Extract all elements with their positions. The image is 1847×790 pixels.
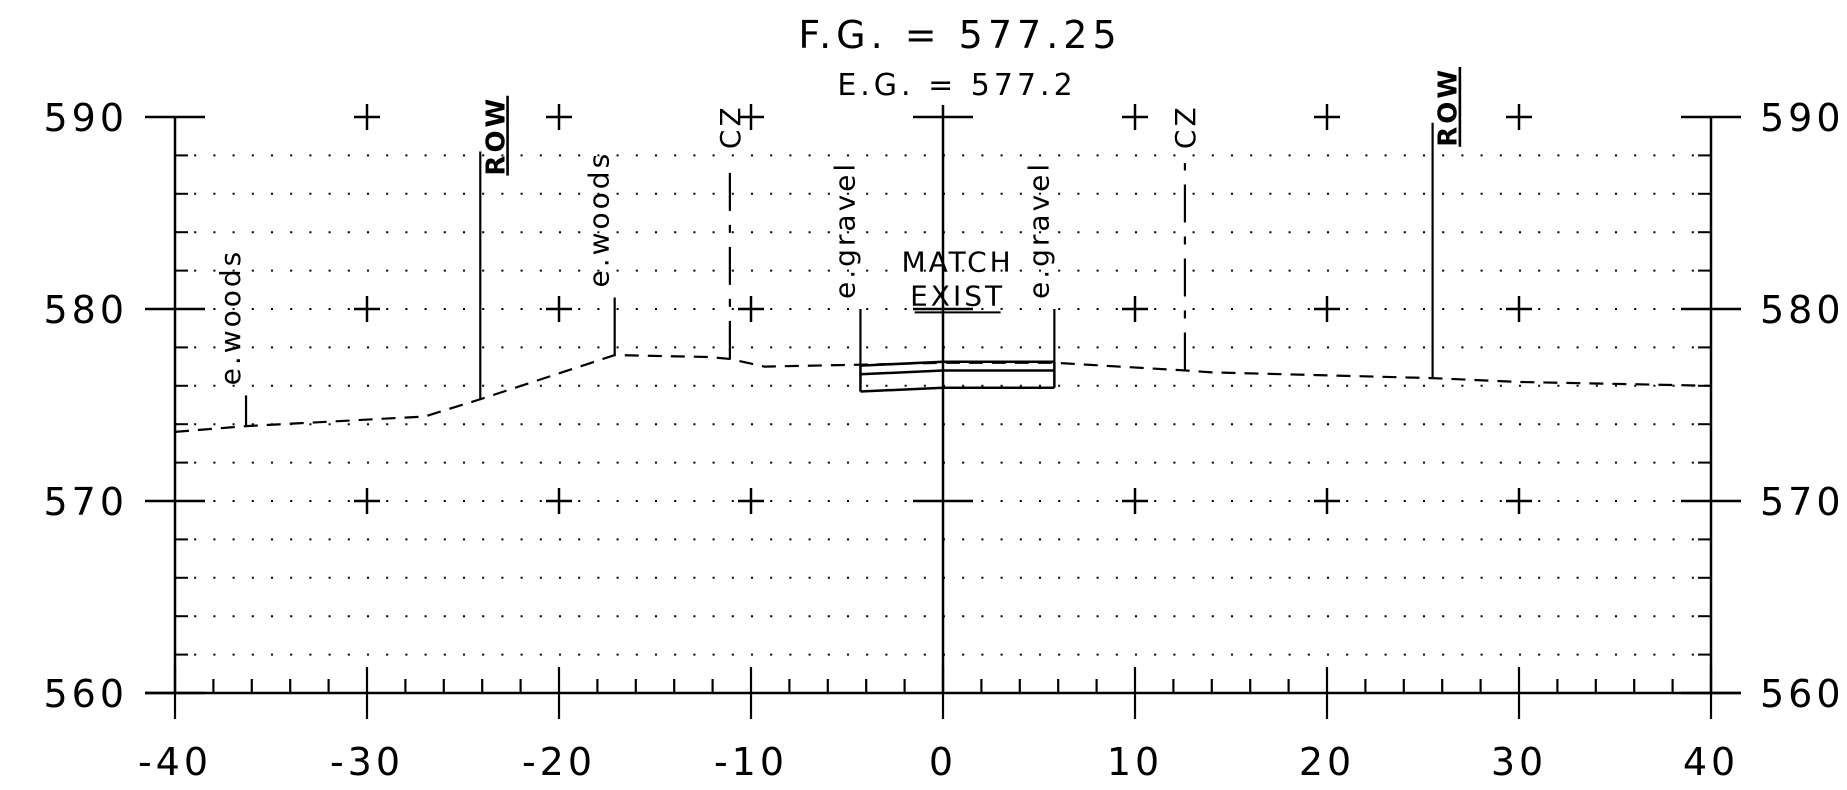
x-tick-label: 0 [929,740,957,784]
x-tick-label: 20 [1299,740,1355,784]
grid-cross [354,104,380,130]
y-tick-label-left: 560 [43,672,128,716]
grid-cross [738,296,764,322]
grid-cross [1122,104,1148,130]
grid-cross [1122,488,1148,514]
grid-cross [1314,296,1340,322]
grid-cross [546,104,572,130]
x-tick-label: 40 [1683,740,1739,784]
note-exist: EXIST [910,279,1005,312]
pavement-top-line [860,360,1055,367]
grid-cross [1122,296,1148,322]
annotation-label: ROW [481,96,511,176]
grid-cross [1506,104,1532,130]
pavement-section [859,360,1056,393]
y-tick-label-left: 590 [43,96,128,140]
y-tick-label-left: 570 [43,480,128,524]
x-tick-label: -40 [138,740,212,784]
grid-cross [546,296,572,322]
x-tick-label: -30 [330,740,404,784]
note-match: MATCH [901,245,1013,278]
x-tick-label: -20 [522,740,596,784]
y-tick-label-left: 580 [43,288,128,332]
annotation-label: CZ [1169,104,1202,149]
pavement-bottom-line [860,386,1055,393]
existing-grade-label: E.G. = 577.2 [837,68,1076,103]
finished-grade-label: F.G. = 577.25 [798,13,1121,57]
tick-labels: -40 -30 -20 -10 0 10 20 30 40 560 560 570 570 580 580 5… [43,96,1845,784]
y-tick-label-right: 590 [1760,96,1845,140]
grid-cross [738,104,764,130]
annotation-label: e.gravel [828,161,861,299]
pavement-middle-line [860,369,1055,376]
annotation-label: ROW [1434,67,1464,147]
ground-profile [174,353,1712,433]
annotation-label: e.woods [583,151,616,288]
ground-line [174,353,1712,433]
grid-cross [1506,296,1532,322]
annotation-label: e.woods [214,249,247,386]
grid-crosses [354,104,1532,514]
y-tick-label-right: 570 [1760,480,1845,524]
grid-cross [1506,488,1532,514]
x-tick-label: 30 [1491,740,1547,784]
grid-cross [1314,488,1340,514]
y-tick-label-right: 580 [1760,288,1845,332]
y-tick-label-right: 560 [1760,672,1845,716]
x-tick-label: 10 [1107,740,1163,784]
annotation-label: CZ [714,104,747,149]
grid-cross [354,488,380,514]
axes [145,105,1741,719]
grid-cross [354,296,380,322]
x-tick-label: -10 [714,740,788,784]
annotation-label: e.gravel [1022,161,1055,299]
grid-cross [1314,104,1340,130]
grid-cross [546,488,572,514]
annotations: e.woods ROW e.woods CZ e.gravel e.gravel CZ ROW [214,67,1464,427]
grid-cross [738,488,764,514]
